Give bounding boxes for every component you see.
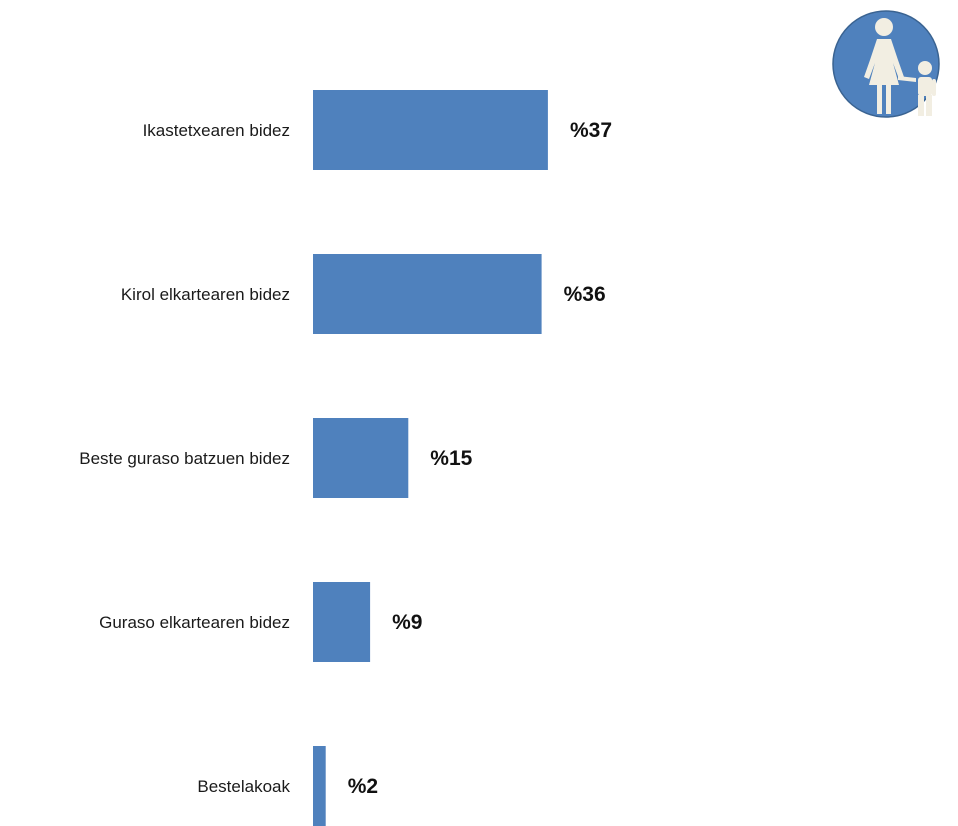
bars-layer: Ikastetxearen bidez %37 Kirol elkartearen …: [79, 90, 612, 826]
value-label: %37: [570, 119, 612, 142]
value-label: %36: [564, 283, 606, 306]
value-label: %2: [348, 775, 378, 798]
bar: [313, 418, 409, 498]
bar: [313, 90, 548, 170]
value-label: %9: [392, 611, 422, 634]
parent-child-icon: [832, 10, 940, 118]
bar: [313, 582, 371, 662]
category-label: Kirol elkartearen bidez: [121, 285, 290, 304]
value-label: %15: [430, 447, 472, 470]
category-label: Ikastetxearen bidez: [143, 121, 290, 140]
bar: [313, 746, 326, 826]
category-label: Bestelakoak: [197, 777, 290, 796]
category-label: Beste guraso batzuen bidez: [79, 449, 290, 468]
bar: [313, 254, 542, 334]
parent-child-figures: [864, 18, 936, 116]
category-label: Guraso elkartearen bidez: [99, 613, 290, 632]
